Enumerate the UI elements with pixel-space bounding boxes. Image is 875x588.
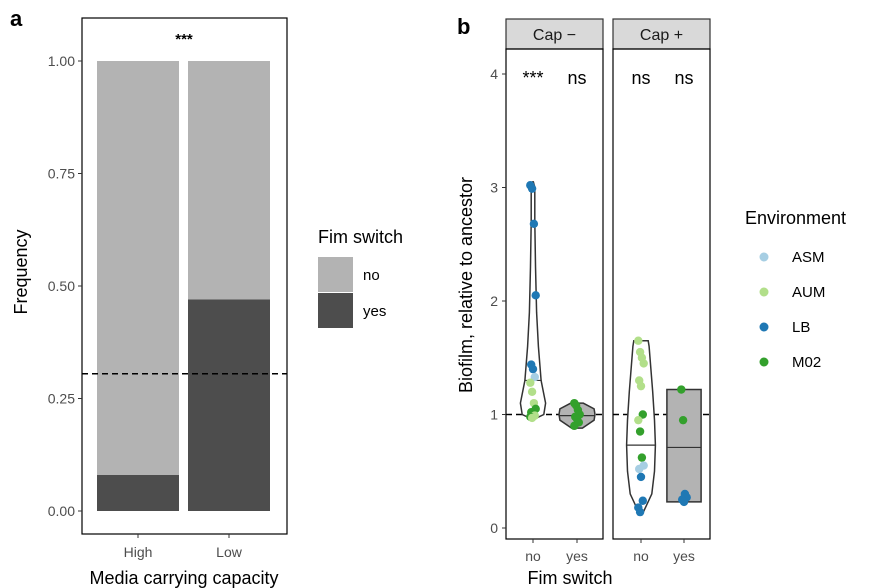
x-tick-label: Low — [216, 544, 243, 560]
data-point-aum — [527, 413, 537, 423]
facet-2: Cap + ns ns no yes — [612, 18, 711, 564]
panel-a-annotation: *** — [175, 31, 193, 48]
data-point-aum — [634, 336, 643, 345]
panel-label-b: b — [457, 14, 470, 39]
legend-label-asm: ASM — [792, 249, 825, 266]
data-point-lb — [528, 364, 538, 374]
x-tick-label: High — [124, 544, 153, 560]
data-point-lb — [635, 507, 645, 517]
legend-label-no: no — [363, 267, 380, 284]
y-tick-label: 0 — [490, 520, 498, 536]
y-tick-label: 0.50 — [48, 278, 75, 294]
y-tick-label: 1 — [490, 407, 498, 423]
legend-fim-switch-title: Fim switch — [318, 227, 403, 247]
bar-yes-low — [188, 299, 270, 511]
data-point-lb — [636, 472, 646, 482]
facet-strip-label: Cap − — [533, 27, 576, 44]
legend-environment: Environment ASM AUM LB M02 — [745, 208, 846, 371]
data-point-aum — [634, 415, 643, 425]
legend-label-yes: yes — [363, 303, 386, 320]
data-point-aum — [639, 359, 648, 368]
y-tick-label: 0.75 — [48, 166, 75, 182]
data-point-m02 — [570, 421, 579, 431]
y-tick-label: 1.00 — [48, 53, 75, 69]
legend-environment-title: Environment — [745, 208, 846, 228]
panel-label-a: a — [10, 6, 23, 31]
bar-no-low — [188, 61, 270, 300]
x-tick-label: no — [525, 548, 541, 564]
significance-label: ns — [674, 68, 693, 88]
legend-swatch-no — [318, 257, 353, 292]
facet-1: Cap − *** ns no yes — [505, 18, 604, 564]
y-tick-label: 3 — [490, 180, 498, 196]
facet-frame — [612, 48, 711, 540]
data-point-lb — [679, 497, 689, 507]
data-point-aum — [526, 378, 535, 387]
data-point-lb — [529, 219, 539, 229]
significance-label: *** — [522, 68, 543, 88]
data-point-lb — [527, 184, 537, 193]
x-tick-label: yes — [673, 548, 695, 564]
legend-label-m02: M02 — [792, 354, 821, 371]
y-tick-label: 4 — [490, 66, 498, 82]
y-tick-label: 0.00 — [48, 503, 75, 519]
panel-a-frame — [81, 17, 288, 535]
panel-b-xlabel: Fim switch — [528, 568, 613, 588]
panel-b-ylabel: Biofilm, relative to ancestor — [456, 177, 476, 393]
data-point-m02 — [635, 427, 645, 436]
x-tick-label: yes — [566, 548, 588, 564]
data-point-m02 — [638, 410, 647, 419]
panel-b: Cap − *** ns no yes Cap + ns ns no yes 0 1 2 3 4 Fim … — [456, 18, 711, 588]
data-point-aum — [636, 381, 646, 391]
panel-a-ylabel: Frequency — [11, 229, 31, 314]
data-point-m02 — [678, 415, 688, 425]
data-point-aum — [527, 387, 537, 396]
data-point-lb — [531, 291, 540, 300]
bar-yes-high — [97, 475, 179, 511]
panel-a: *** 0.00 0.25 0.50 0.75 1.00 High Low Media c… — [11, 17, 288, 588]
legend-dot-m02 — [759, 357, 769, 367]
data-point-m02 — [677, 385, 686, 394]
data-point-asm — [635, 464, 644, 474]
data-point-m02 — [637, 453, 647, 462]
legend-dot-lb — [759, 322, 769, 332]
y-tick-label: 2 — [490, 293, 498, 309]
legend-fim-switch: Fim switch no yes — [318, 227, 403, 328]
y-tick-label: 0.25 — [48, 391, 75, 407]
legend-swatch-yes — [318, 293, 353, 328]
panel-a-xlabel: Media carrying capacity — [89, 568, 278, 588]
bar-no-high — [97, 61, 179, 475]
legend-dot-aum — [759, 287, 769, 297]
legend-label-aum: AUM — [792, 284, 825, 301]
legend-dot-asm — [759, 252, 769, 262]
facet-strip-label: Cap + — [640, 27, 683, 44]
data-point-asm — [530, 372, 539, 382]
facet-frame — [505, 48, 604, 540]
data-point-lb — [638, 496, 647, 505]
violin-cap-yes — [666, 388, 702, 503]
significance-label: ns — [567, 68, 586, 88]
significance-label: ns — [631, 68, 650, 88]
legend-label-lb: LB — [792, 319, 810, 336]
x-tick-label: no — [633, 548, 649, 564]
